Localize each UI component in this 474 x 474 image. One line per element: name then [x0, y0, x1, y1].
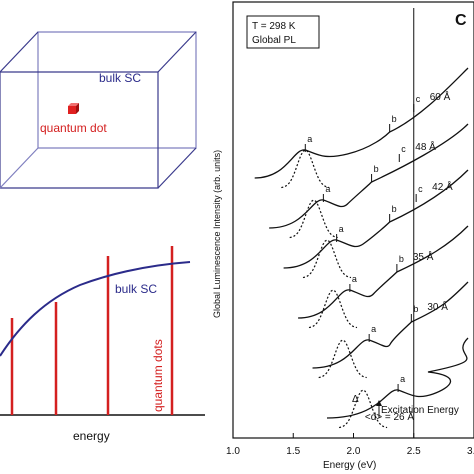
series-4: a b 30 Å: [312, 281, 469, 379]
marker-b-label: b: [392, 114, 397, 124]
series-size-label: 42 Å: [432, 180, 453, 193]
x-tick-label: 3.0: [467, 446, 474, 457]
pl-curve: [308, 289, 358, 329]
excitation-annotation: Excitation Energy: [376, 400, 459, 418]
bulk-sc-label: bulk SC: [99, 71, 141, 85]
legend-line-global-pl: Global PL: [252, 35, 296, 46]
ple-curve: [283, 169, 469, 269]
panel-c: C T = 298 K Global PL Global Luminescenc…: [212, 1, 474, 471]
x-tick-label: 2.0: [347, 446, 361, 457]
marker-a-label: a: [307, 134, 312, 144]
pl-curve: [318, 339, 367, 379]
series-5: a <d> = 26 Å: [326, 337, 469, 429]
excitation-energy-label: Excitation Energy: [381, 405, 459, 416]
bulk-sc-label-b: bulk SC: [115, 282, 157, 296]
series-1: a b c 48 Å: [269, 123, 469, 239]
pl-curve: [338, 389, 388, 429]
x-axis-ticks: 1.0 1.5 2.0 2.5 3.0: [226, 433, 474, 457]
series-size-label: 35 Å: [413, 250, 434, 263]
bulk-dos-curve: [0, 261, 191, 357]
marker-c-label: c: [418, 184, 423, 194]
delta-label: Δ: [352, 394, 359, 405]
quantum-dot-cube-icon: [68, 103, 79, 114]
ple-curve: [269, 123, 469, 229]
series-size-label: 60 Å: [430, 90, 451, 103]
ple-curve: [254, 67, 469, 179]
marker-c-label: c: [416, 94, 421, 104]
marker-b-label: b: [374, 164, 379, 174]
series-size-label: <d> = 26 Å: [365, 410, 415, 423]
x-axis-label: Energy (eV): [323, 460, 376, 471]
series-size-label: 30 Å: [427, 300, 448, 313]
ple-curve: [298, 225, 469, 319]
marker-a-label: a: [371, 324, 376, 334]
marker-a-label: a: [400, 374, 405, 384]
y-axis-label: Global Luminescence Intensity (arb. unit…: [212, 150, 222, 318]
marker-a-label: a: [339, 224, 344, 234]
marker-a-label: a: [325, 184, 330, 194]
series-0: a b c 60 Å: [254, 67, 469, 189]
series-3: a b 35 Å: [298, 225, 469, 329]
quantum-dots-label: quantum dots: [151, 339, 165, 412]
legend-box: T = 298 K Global PL: [246, 15, 320, 49]
marker-c-label: c: [401, 144, 406, 154]
marker-b-label: b: [413, 304, 418, 314]
panel-b: bulk SC quantum dots energy: [0, 246, 205, 443]
panel-a: bulk SC quantum dot: [0, 31, 197, 189]
series-2: a b c 42 Å: [283, 169, 469, 279]
marker-a-label: a: [352, 274, 357, 284]
legend-line-temperature: T = 298 K: [252, 21, 296, 32]
marker-b-label: b: [399, 254, 404, 264]
pl-curve: [281, 149, 330, 189]
marker-b-label: b: [392, 204, 397, 214]
pl-curve: [289, 199, 338, 239]
spectra-series: a b c 60 Å a b c 48 Å a b c 42 Å a b 35 Å a b 30 Å a <d> = …: [254, 67, 469, 429]
x-tick-label: 1.0: [226, 446, 240, 457]
ple-curve: [326, 337, 469, 419]
bulk-box: [0, 31, 197, 189]
x-tick-label: 2.5: [407, 446, 421, 457]
pl-curve: [302, 239, 352, 279]
series-size-label: 48 Å: [415, 140, 436, 153]
quantum-dot-bars: [10, 246, 174, 415]
plot-frame: [232, 1, 474, 439]
ple-curve: [312, 281, 469, 369]
panel-c-label: C: [455, 12, 467, 29]
quantum-dot-label: quantum dot: [40, 121, 107, 135]
x-tick-label: 1.5: [286, 446, 300, 457]
energy-xlabel: energy: [73, 429, 110, 443]
